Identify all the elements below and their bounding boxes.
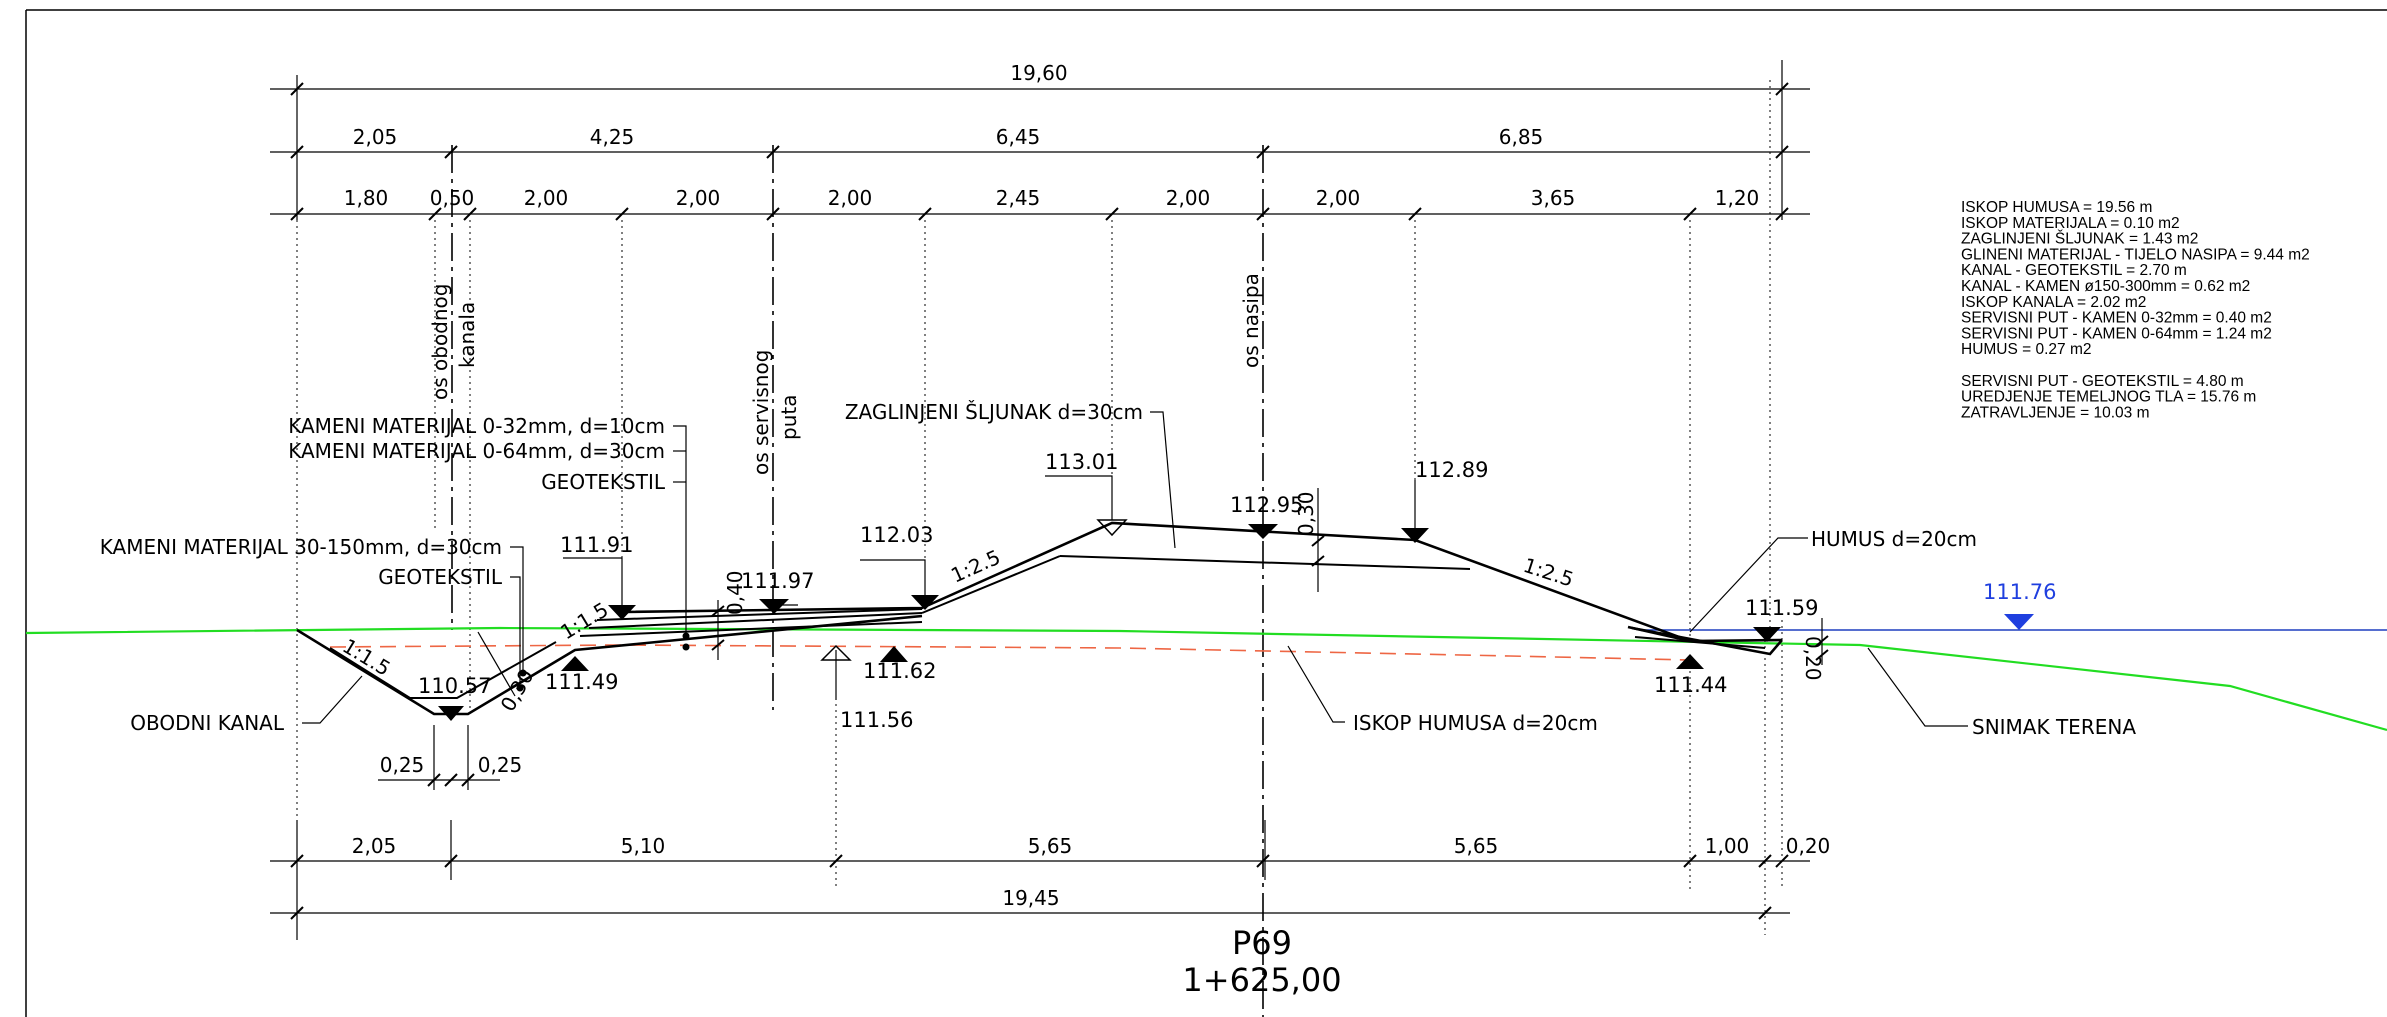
quantity-line: ISKOP KANALA = 2.02 m2 — [1961, 294, 2146, 311]
dim-bottom-3: 5,65 — [1454, 834, 1499, 858]
dim-row3-7: 2,00 — [1316, 186, 1361, 210]
quantity-line: GLINENI MATERIJAL - TIJELO NASIPA = 9.44… — [1961, 246, 2310, 263]
top-dimension-row-2: 2,05 4,25 6,45 6,85 — [270, 125, 1810, 159]
slope-right: 1:2.5 — [1520, 553, 1576, 592]
water-level: 111.76 — [1983, 580, 2056, 604]
profile-station: 1+625,00 — [1182, 961, 1341, 999]
label-geotekstil-2: GEOTEKSTIL — [378, 565, 503, 589]
dim-row3-3: 2,00 — [676, 186, 721, 210]
quantity-line: SERVISNI PUT - GEOTEKSTIL = 4.80 m — [1961, 373, 2244, 390]
elev-111-44: 111.44 — [1654, 673, 1727, 697]
elevation-markers — [438, 475, 2034, 721]
dim-row2-1: 4,25 — [590, 125, 635, 149]
axis-label-road-2: puta — [777, 395, 801, 440]
elev-111-56: 111.56 — [840, 708, 913, 732]
dim-bottom-4: 1,00 — [1705, 834, 1750, 858]
dim-row2-3: 6,85 — [1499, 125, 1544, 149]
dim-0-20: 0,20 — [1801, 636, 1825, 681]
dim-bottom-2: 5,65 — [1028, 834, 1073, 858]
elev-111-91: 111.91 — [560, 533, 633, 557]
label-zaglinjeni: ZAGLINJENI ŠLJUNAK d=30cm — [845, 400, 1143, 424]
elev-111-97: 111.97 — [741, 569, 814, 593]
label-humus: HUMUS d=20cm — [1811, 527, 1977, 551]
dim-0-40: 0,40 — [723, 570, 747, 615]
terrain-line — [25, 626, 2387, 732]
axis-label-canal-2: kanala — [455, 302, 479, 368]
label-obodni-kanal: OBODNI KANAL — [130, 711, 285, 735]
dim-bottom-5: 0,20 — [1786, 834, 1831, 858]
label-k0-32: KAMENI MATERIJAL 0-32mm, d=10cm — [288, 414, 665, 438]
dim-row3-6: 2,00 — [1166, 186, 1211, 210]
quantity-line: ZATRAVLJENJE = 10.03 m — [1961, 404, 2150, 421]
quantity-line: SERVISNI PUT - KAMEN 0-64mm = 1.24 m2 — [1961, 325, 2272, 342]
label-k0-64: KAMENI MATERIJAL 0-64mm, d=30cm — [288, 439, 665, 463]
quantity-line: HUMUS = 0.27 m2 — [1961, 341, 2092, 358]
elev-112-95: 112.95 — [1230, 493, 1303, 517]
dim-small-left: 0,25 — [380, 753, 425, 777]
elev-111-62: 111.62 — [863, 659, 936, 683]
leaders — [302, 411, 1968, 727]
label-iskop-humusa: ISKOP HUMUSA d=20cm — [1353, 711, 1598, 735]
bottom-dimension-row-1 — [270, 820, 1810, 940]
dim-bottom-0: 2,05 — [352, 834, 397, 858]
top-dimension-row-3: 1,80 0,50 2,00 2,00 2,00 2,45 2,00 2,00 … — [270, 186, 1810, 221]
quantity-line: ZAGLINJENI ŠLJUNAK = 1.43 m2 — [1961, 231, 2198, 248]
humus-excavation-line — [329, 644, 1691, 661]
elev-111-59: 111.59 — [1745, 596, 1818, 620]
dim-0-30-top: 0,30 — [1294, 491, 1318, 536]
dim-row3-4: 2,00 — [828, 186, 873, 210]
dim-bottom-total: 19,45 — [1002, 886, 1059, 910]
label-snimak-terena: SNIMAK TERENA — [1972, 715, 2136, 739]
top-dimension-row-1: 19,60 — [270, 60, 1810, 220]
dim-row2-0: 2,05 — [353, 125, 398, 149]
dim-bottom-1: 5,10 — [621, 834, 666, 858]
quantity-line: ISKOP MATERIJALA = 0.10 m2 — [1961, 215, 2180, 232]
elev-110-57: 110.57 — [418, 674, 491, 698]
axis-lines — [451, 145, 1264, 1017]
axis-label-canal-1: os obodnog — [428, 284, 452, 400]
quantity-line: UREDJENJE TEMELJNOG TLA = 15.76 m — [1961, 389, 2256, 406]
dim-row2-2: 6,45 — [996, 125, 1041, 149]
profile-name: P69 — [1232, 924, 1292, 962]
elev-112-03: 112.03 — [860, 523, 933, 547]
elev-112-89: 112.89 — [1415, 458, 1488, 482]
axis-label-road-1: os servisnog — [749, 350, 773, 475]
extension-lines — [296, 80, 1783, 935]
bottom-dimension-row-2 — [270, 906, 1790, 920]
label-k30-150: KAMENI MATERIJAL 30-150mm, d=30cm — [100, 535, 502, 559]
axis-label-dike: os nasipa — [1239, 273, 1263, 368]
quantity-line: KANAL - KAMEN ø150-300mm = 0.62 m2 — [1961, 278, 2250, 295]
label-geotekstil-1: GEOTEKSTIL — [541, 470, 666, 494]
dim-top-total: 19,60 — [1010, 61, 1067, 85]
thickness-dims — [477, 488, 1829, 697]
quantity-line: SERVISNI PUT - KAMEN 0-32mm = 0.40 m2 — [1961, 310, 2272, 327]
dim-small-right: 0,25 — [478, 753, 523, 777]
elev-113-01: 113.01 — [1045, 450, 1118, 474]
quantity-line: KANAL - GEOTEKSTIL = 2.70 m — [1961, 262, 2187, 279]
dim-row3-5: 2,45 — [996, 186, 1041, 210]
slope-left: 1:2.5 — [947, 545, 1004, 588]
slope-canal-right: 1:1.5 — [556, 597, 612, 644]
dim-row3-8: 3,65 — [1531, 186, 1576, 210]
dim-row3-0: 1,80 — [344, 186, 389, 210]
small-dims — [378, 725, 500, 790]
quantity-line: ISKOP HUMUSA = 19.56 m — [1961, 199, 2152, 216]
dim-row3-9: 1,20 — [1715, 186, 1760, 210]
dim-row3-2: 2,00 — [524, 186, 569, 210]
elev-111-49: 111.49 — [545, 670, 618, 694]
